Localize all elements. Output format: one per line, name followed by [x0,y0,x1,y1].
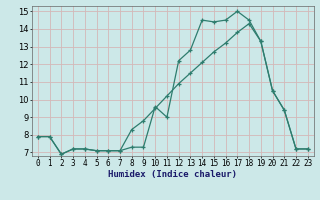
X-axis label: Humidex (Indice chaleur): Humidex (Indice chaleur) [108,170,237,179]
